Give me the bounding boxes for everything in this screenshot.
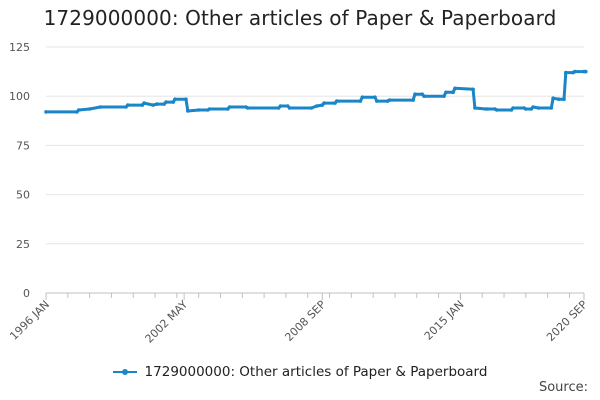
x-tick-label-4: 2020 SEP <box>544 298 590 344</box>
y-tick-label-125: 125 <box>9 41 30 54</box>
series-group <box>44 69 588 114</box>
data-point-31 <box>322 101 326 105</box>
data-point-23 <box>246 106 250 110</box>
data-point-41 <box>413 92 417 96</box>
data-point-9 <box>151 103 155 107</box>
data-point-63 <box>556 97 561 101</box>
data-point-64 <box>562 97 566 101</box>
y-axis-tick-labels: 0 25 50 75 100 125 <box>9 41 30 300</box>
data-point-16 <box>186 109 190 113</box>
chart-title: 1729000000: Other articles of Paper & Pa… <box>43 6 557 30</box>
data-point-51 <box>485 107 490 111</box>
data-point-6 <box>126 103 130 107</box>
y-tick-label-50: 50 <box>16 189 30 202</box>
x-axis-tick-labels: 1996 JAN 2002 MAY 2008 SEP 2015 JAN 2020 SEP <box>7 298 590 346</box>
data-point-2 <box>76 108 81 112</box>
source-label: Source: <box>538 380 588 395</box>
data-point-13 <box>171 100 175 104</box>
grid-lines <box>46 46 584 294</box>
legend-swatch-icon <box>112 366 137 378</box>
data-point-69 <box>584 69 588 74</box>
data-point-40 <box>411 98 415 102</box>
data-point-43 <box>422 94 426 98</box>
data-point-35 <box>360 95 365 99</box>
data-point-45 <box>444 90 448 95</box>
data-point-46 <box>451 90 455 95</box>
x-tick-label-1: 2002 MAY <box>143 298 191 346</box>
data-point-17 <box>196 108 201 112</box>
data-point-62 <box>551 96 555 100</box>
legend-label: 1729000000: Other articles of Paper & Pa… <box>144 364 488 380</box>
data-point-36 <box>373 95 377 99</box>
x-axis <box>45 292 585 300</box>
data-point-28 <box>309 106 314 110</box>
data-point-10 <box>155 102 159 106</box>
data-point-19 <box>207 107 212 111</box>
y-tick-label-25: 25 <box>16 238 30 251</box>
data-point-3 <box>87 107 92 111</box>
y-tick-label-100: 100 <box>9 90 30 103</box>
data-point-14 <box>173 97 177 101</box>
data-point-12 <box>164 100 168 104</box>
data-point-8 <box>142 101 146 105</box>
data-point-44 <box>442 94 446 98</box>
data-point-67 <box>573 69 577 74</box>
data-point-49 <box>473 106 477 110</box>
data-point-21 <box>227 105 232 109</box>
x-tick-label-3: 2015 JAN <box>422 298 467 343</box>
data-point-57 <box>524 107 528 111</box>
y-tick-label-0: 0 <box>23 287 30 300</box>
legend[interactable]: 1729000000: Other articles of Paper & Pa… <box>0 364 600 380</box>
data-point-39 <box>387 98 392 102</box>
data-point-59 <box>531 105 535 109</box>
data-point-15 <box>184 97 188 101</box>
x-tick-label-0: 1996 JAN <box>7 298 52 343</box>
data-point-53 <box>495 108 499 112</box>
data-point-0 <box>44 110 48 114</box>
data-point-65 <box>564 70 568 75</box>
data-point-4 <box>98 105 103 109</box>
data-point-48 <box>471 87 475 92</box>
data-point-55 <box>511 106 515 110</box>
data-point-61 <box>549 106 554 110</box>
data-point-33 <box>335 99 339 103</box>
data-point-60 <box>536 106 541 110</box>
data-point-25 <box>278 104 283 108</box>
data-point-47 <box>453 86 457 91</box>
data-point-37 <box>375 99 379 103</box>
data-point-34 <box>358 99 363 103</box>
data-point-29 <box>315 104 319 108</box>
data-point-27 <box>287 106 292 110</box>
x-tick-label-2: 2008 SEP <box>282 298 328 344</box>
y-tick-label-75: 75 <box>16 139 30 152</box>
